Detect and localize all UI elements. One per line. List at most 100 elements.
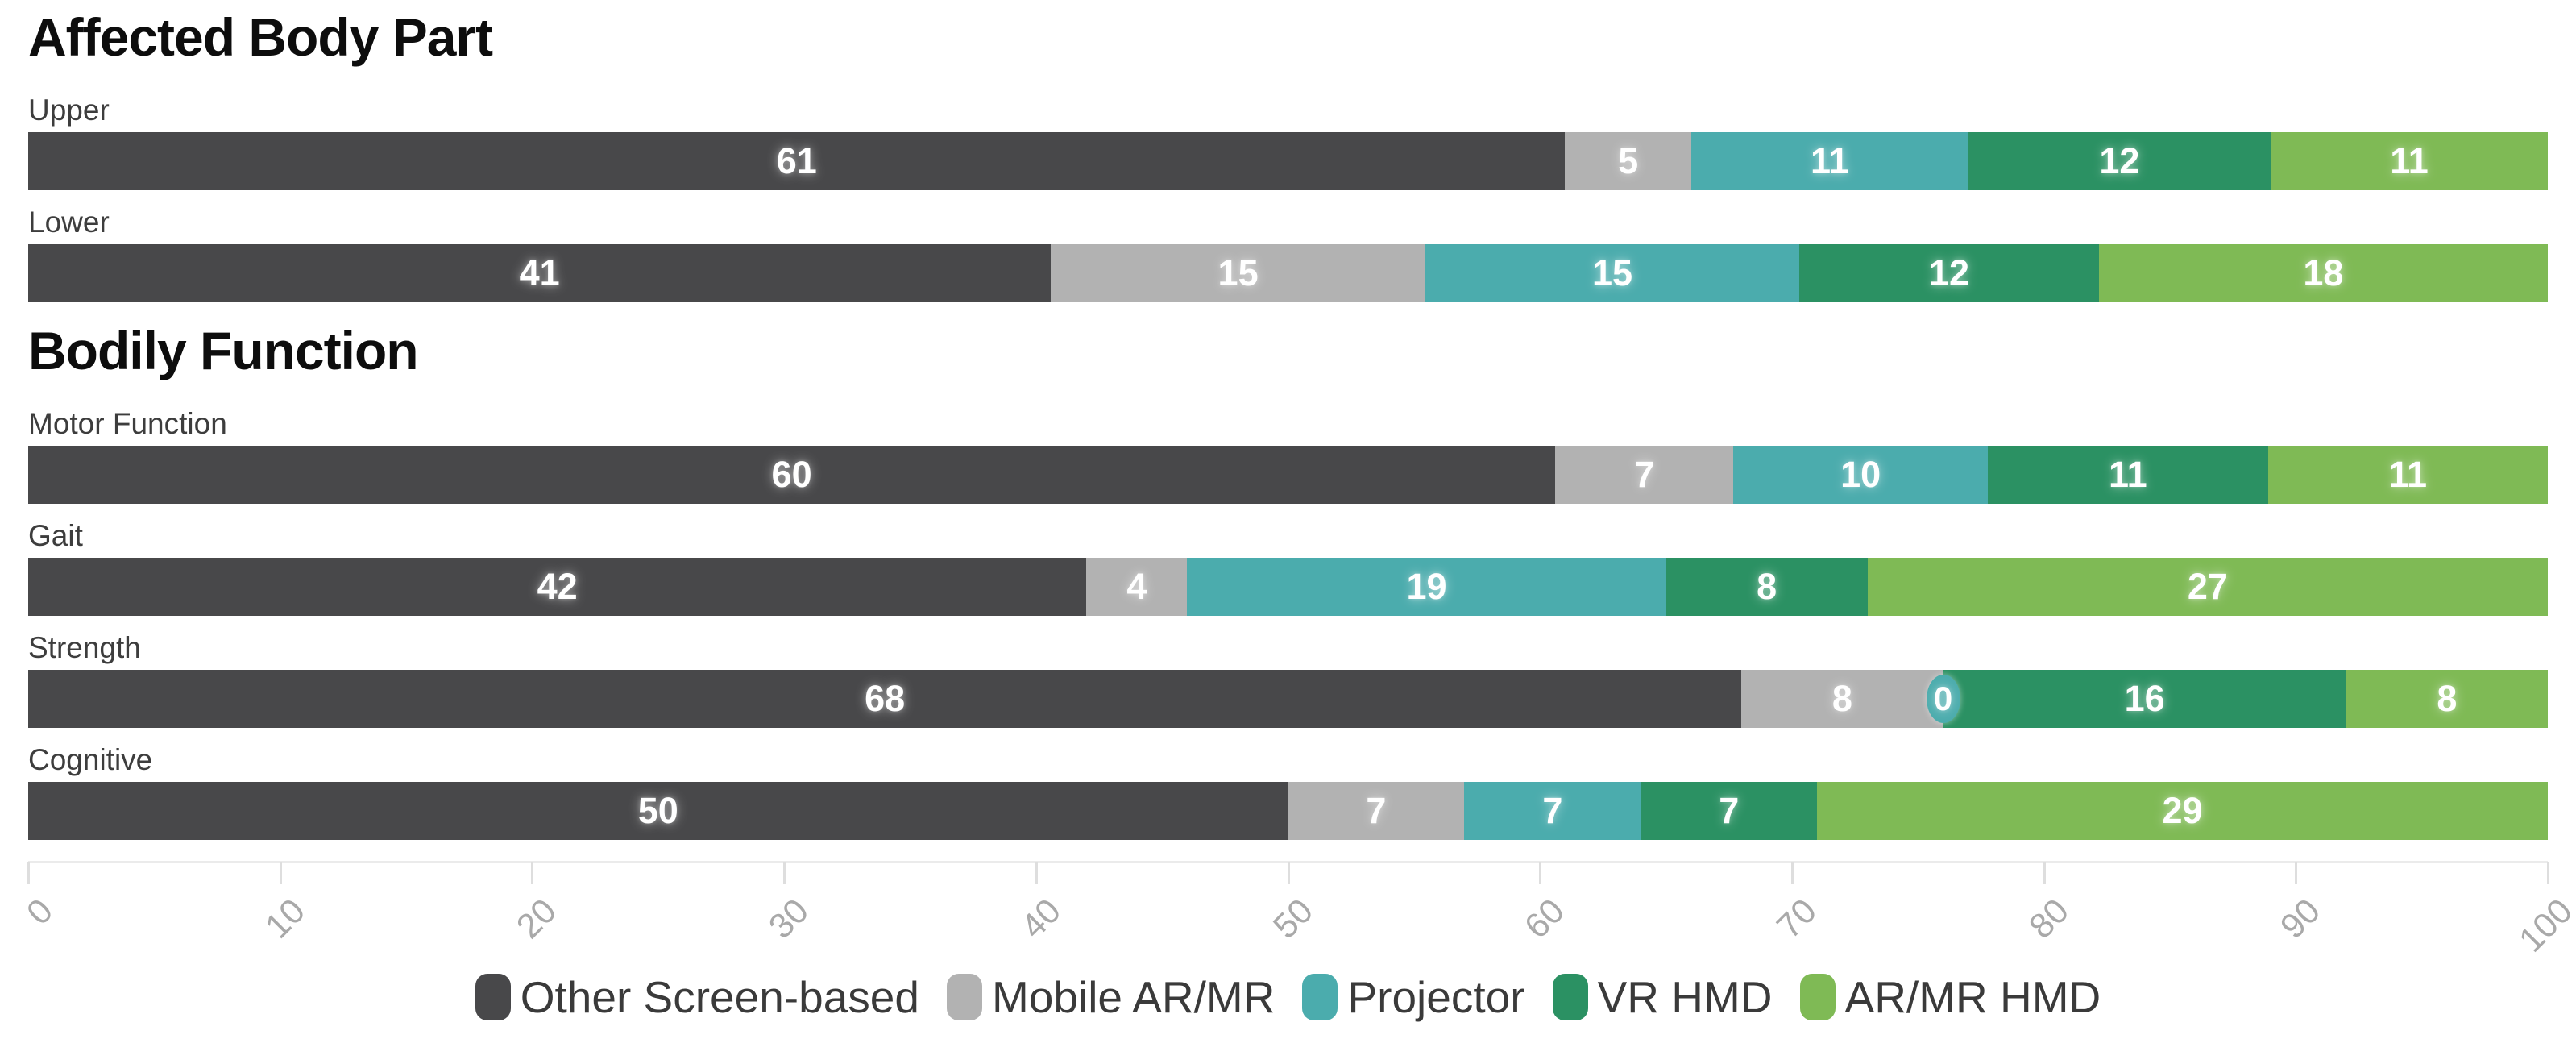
- segment-value: 11: [2388, 453, 2428, 495]
- bar-segment: 68: [28, 669, 1742, 728]
- bar-segment: 15: [1425, 243, 1800, 302]
- axis-tick: [1790, 862, 1794, 884]
- row-label: Strength: [28, 630, 141, 664]
- bar-segment: 12: [1799, 243, 2099, 302]
- segment-value: 10: [1840, 453, 1881, 495]
- legend-label: VR HMD: [1597, 971, 1773, 1022]
- segment-value: 29: [2162, 789, 2203, 831]
- bar-segment: 4: [1086, 557, 1188, 616]
- segment-value: 8: [1757, 565, 1777, 607]
- segment-value: 61: [776, 139, 817, 181]
- bar-segment: 16: [1943, 669, 2346, 728]
- legend-swatch-ar-mr-hmd: [1799, 973, 1836, 1020]
- segment-value: 41: [519, 251, 560, 293]
- bar-row: Gait 42 4 19 8 27: [28, 517, 2548, 616]
- segment-value: 12: [1928, 251, 1969, 293]
- bar-segment: 10: [1733, 445, 1989, 504]
- axis-tick: [531, 862, 534, 884]
- section-title: Affected Body Part: [28, 7, 493, 67]
- bar-row: Upper 61 5 11 12 11: [28, 92, 2548, 190]
- legend-label: Mobile AR/MR: [991, 971, 1276, 1022]
- zero-value-badge: 0: [1926, 674, 1960, 723]
- section-title: Bodily Function: [28, 320, 419, 380]
- axis-tick: [279, 862, 282, 884]
- legend-item: VR HMD: [1552, 971, 1773, 1023]
- bar-segment: 61: [28, 131, 1566, 190]
- bar-segment: 12: [1968, 131, 2271, 190]
- segment-value: 12: [2099, 139, 2140, 181]
- legend-item: Other Screen-based: [475, 971, 919, 1023]
- row-label: Cognitive: [28, 742, 153, 776]
- bar-row: Cognitive 50 7 7 7 29: [28, 742, 2548, 840]
- legend-swatch-projector: [1302, 973, 1338, 1020]
- axis-tick: [1035, 862, 1038, 884]
- legend-swatch-mobile-ar-mr: [946, 973, 982, 1020]
- stacked-bar-chart: Affected Body Part Upper 61 5 11 12 11 Lower 41 1…: [19, 7, 2576, 1023]
- bar-segment: 19: [1187, 557, 1666, 616]
- legend-item: AR/MR HMD: [1799, 971, 2101, 1023]
- axis-tick: [2295, 862, 2298, 884]
- axis-tick: [1539, 862, 1542, 884]
- bar-row: Lower 41 15 15 12 18: [28, 204, 2548, 302]
- stacked-bar: 68 8 0 16 8: [28, 669, 2548, 728]
- row-label: Lower: [28, 205, 110, 239]
- segment-value: 27: [2187, 565, 2228, 607]
- bar-segment: 27: [1867, 557, 2548, 616]
- stacked-bar: 42 4 19 8 27: [28, 557, 2548, 616]
- bar-segment: 7: [1288, 781, 1465, 840]
- segment-value: 11: [1811, 139, 1849, 181]
- bar-segment: 7: [1555, 445, 1734, 504]
- legend-item: Mobile AR/MR: [946, 971, 1276, 1023]
- stacked-bar: 41 15 15 12 18: [28, 243, 2548, 302]
- axis-tick: [2547, 862, 2549, 884]
- segment-value: 4: [1126, 565, 1147, 607]
- bar-segment: 8: [1741, 669, 1943, 728]
- segment-value: 5: [1618, 139, 1639, 181]
- legend-label: AR/MR HMD: [1844, 971, 2101, 1022]
- segment-value: 19: [1406, 565, 1447, 607]
- legend-swatch-vr-hmd: [1552, 973, 1588, 1020]
- stacked-bar: 50 7 7 7 29: [28, 781, 2548, 840]
- legend-swatch-other-screen-based: [475, 973, 511, 1020]
- segment-value: 60: [771, 453, 812, 495]
- segment-value: 42: [537, 565, 578, 607]
- legend-item: Projector: [1302, 971, 1525, 1023]
- segment-value: 16: [2124, 677, 2165, 719]
- bar-segment: 11: [1690, 131, 1968, 190]
- legend-label: Other Screen-based: [520, 971, 919, 1022]
- x-axis: 0 10 20 30 40 50 60 70 80 90 100: [19, 860, 2576, 970]
- bar-segment: 11: [1988, 445, 2268, 504]
- segment-value: 7: [1542, 789, 1563, 831]
- axis-tick: [783, 862, 786, 884]
- stacked-bar: 60 7 10 11 11: [28, 445, 2548, 504]
- segment-value: 0: [1933, 679, 1953, 717]
- bar-segment: 5: [1565, 131, 1691, 190]
- segment-value: 11: [2390, 139, 2429, 181]
- bar-segment: 41: [28, 243, 1052, 302]
- axis-tick: [1287, 862, 1290, 884]
- segment-value: 7: [1634, 453, 1655, 495]
- segment-value: 15: [1591, 251, 1633, 293]
- x-axis-line: [28, 860, 2548, 863]
- bar-segment: 29: [1817, 781, 2548, 840]
- bar-segment: 42: [28, 557, 1087, 616]
- bar-segment: 18: [2098, 243, 2548, 302]
- axis-tick: [27, 862, 30, 884]
- bar-segment: 11: [2267, 445, 2548, 504]
- segment-value: 7: [1366, 789, 1387, 831]
- stacked-bar: 61 5 11 12 11: [28, 131, 2548, 190]
- segment-value: 8: [2437, 677, 2458, 719]
- segment-value: 7: [1719, 789, 1740, 831]
- bar-segment: 7: [1641, 781, 1818, 840]
- bar-row: Motor Function 60 7 10 11 11: [28, 405, 2548, 504]
- segment-value: 15: [1217, 251, 1259, 293]
- axis-tick: [2043, 862, 2046, 884]
- bar-segment: 15: [1051, 243, 1425, 302]
- bar-segment: 50: [28, 781, 1288, 840]
- row-label: Gait: [28, 518, 83, 552]
- row-label: Upper: [28, 93, 110, 127]
- bar-row: Strength 68 8 0 16 8: [28, 630, 2548, 728]
- bar-segment: 8: [1665, 557, 1868, 616]
- segment-value: 50: [637, 789, 678, 831]
- segment-value: 11: [2109, 453, 2147, 495]
